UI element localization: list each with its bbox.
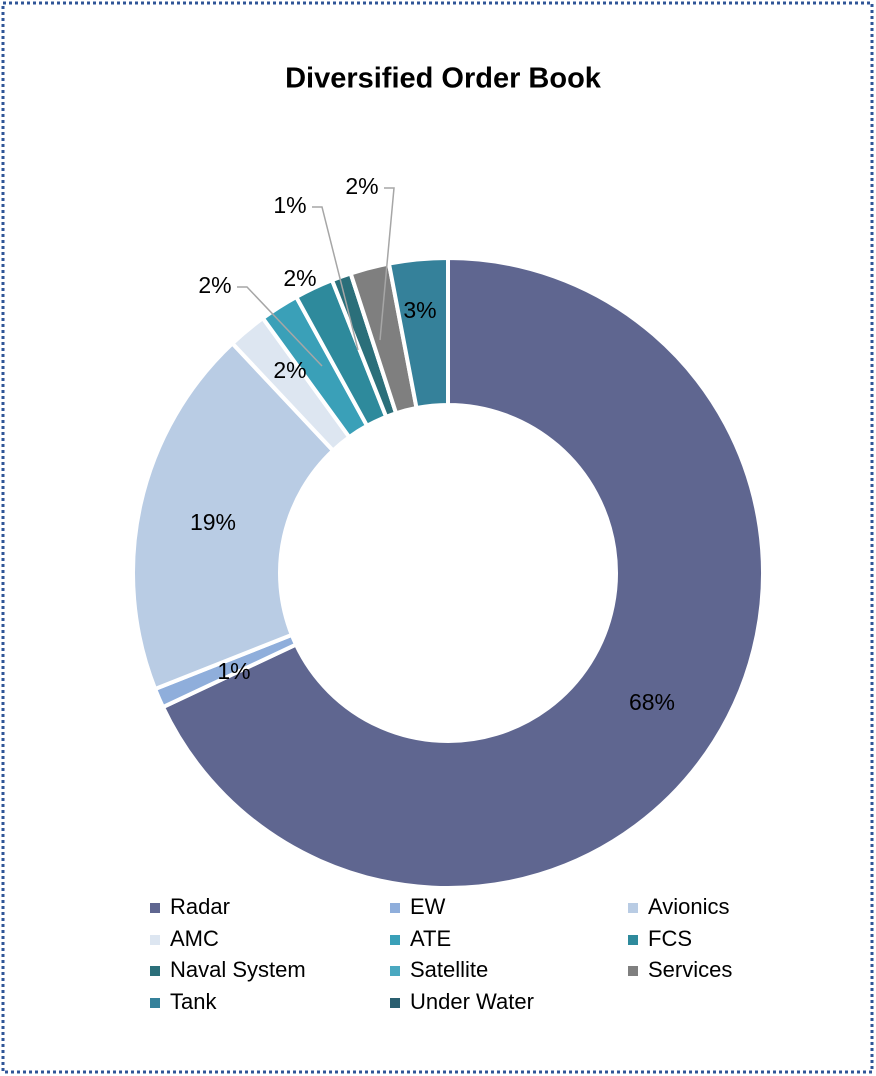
data-label: 3% xyxy=(403,297,436,323)
legend-label: Avionics xyxy=(648,894,730,919)
legend-label: Tank xyxy=(170,989,217,1014)
legend-label: AMC xyxy=(170,926,219,951)
leader-line xyxy=(237,286,323,367)
legend-label: Satellite xyxy=(410,957,488,982)
data-label: 19% xyxy=(190,509,236,535)
data-label: 2% xyxy=(198,272,231,298)
donut-slice xyxy=(160,255,765,890)
legend-swatch xyxy=(390,998,400,1008)
leader-line xyxy=(379,187,395,341)
data-label: 2% xyxy=(273,357,306,383)
chart-title: Diversified Order Book xyxy=(285,63,602,95)
legend-label: Services xyxy=(648,957,732,982)
leader-line xyxy=(312,206,359,351)
legend-swatch xyxy=(628,903,638,913)
legend-label: FCS xyxy=(648,926,692,951)
data-label: 68% xyxy=(629,689,675,715)
data-label: 2% xyxy=(283,265,316,291)
data-label: 2% xyxy=(345,173,378,199)
legend-swatch xyxy=(150,966,160,976)
legend-label: Naval System xyxy=(170,957,306,982)
legend-swatch xyxy=(628,935,638,945)
legend-swatch xyxy=(390,935,400,945)
legend-swatch xyxy=(390,966,400,976)
legend-label: Under Water xyxy=(410,989,534,1014)
legend-swatch xyxy=(628,966,638,976)
legend-label: ATE xyxy=(410,926,451,951)
legend-swatch xyxy=(150,998,160,1008)
legend-swatch xyxy=(150,903,160,913)
data-label: 1% xyxy=(273,192,306,218)
legend-swatch xyxy=(150,935,160,945)
legend-swatch xyxy=(390,903,400,913)
legend-label: EW xyxy=(410,894,446,919)
data-label: 1% xyxy=(217,658,250,684)
donut-slice xyxy=(131,340,336,692)
legend-label: Radar xyxy=(170,894,230,919)
